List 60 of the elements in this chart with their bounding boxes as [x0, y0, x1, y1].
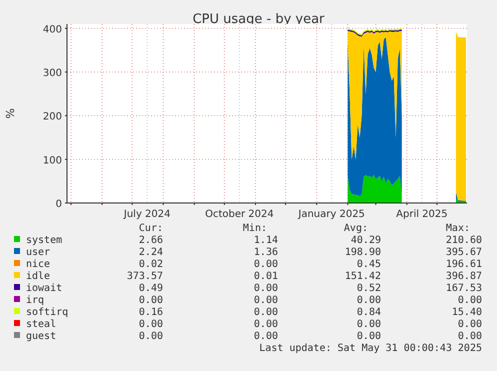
y-tick-label: 200	[42, 112, 62, 123]
text: Max:	[446, 223, 470, 234]
text: 0.52	[356, 283, 381, 294]
text: 0.00	[254, 319, 278, 330]
legend-label: steal	[26, 319, 56, 330]
text: 2.24	[138, 247, 163, 258]
x-tick-label: October 2024	[205, 209, 274, 220]
text: 0.00	[254, 259, 278, 270]
y-tick-label: 0	[56, 199, 62, 210]
text: 0.00	[458, 331, 482, 342]
legend-label: idle	[26, 271, 50, 282]
text: 0.02	[138, 259, 163, 270]
text: 0.49	[138, 283, 163, 294]
text: Avg:	[344, 223, 368, 234]
text: 0.00	[254, 283, 278, 294]
text: 198.90	[344, 247, 381, 258]
text: 0.00	[138, 331, 163, 342]
x-tick-label: April 2025	[396, 209, 448, 220]
legend-label: guest	[26, 331, 56, 342]
text: 395.67	[446, 247, 482, 258]
text: 0.16	[138, 307, 163, 318]
text: 0.00	[254, 307, 278, 318]
legend-label: user	[26, 247, 50, 258]
text: 210.60	[446, 235, 482, 246]
text: 151.42	[344, 271, 381, 282]
text: 0.00	[138, 319, 163, 330]
text: 0.00	[254, 331, 278, 342]
legend-label: nice	[26, 259, 50, 270]
text: 0.00	[458, 295, 482, 306]
text: 0.00	[458, 319, 482, 330]
text: 40.29	[350, 235, 381, 246]
legend-label: system	[26, 235, 62, 246]
text: 0.00	[356, 295, 381, 306]
text: 15.40	[452, 307, 482, 318]
text: 0.00	[138, 295, 163, 306]
x-tick-label: July 2024	[122, 209, 171, 220]
text: 396.87	[446, 271, 482, 282]
text: 1.14	[254, 235, 278, 246]
text: Cur:	[138, 223, 163, 234]
y-tick-label: 400	[42, 24, 62, 36]
text: 0.01	[254, 271, 278, 282]
text: 1.36	[254, 247, 278, 258]
text: 196.61	[446, 259, 482, 270]
text: 373.57	[126, 271, 163, 282]
text: 2.66	[138, 235, 163, 246]
text: 0.00	[356, 319, 381, 330]
text: 167.53	[446, 283, 482, 294]
y-tick-label: 100	[42, 155, 62, 166]
text: Min:	[242, 223, 267, 234]
text: Last update: Sat May 31 00:00:43 2025	[259, 343, 482, 354]
x-tick-label: January 2025	[297, 209, 365, 220]
text: 0.45	[356, 259, 381, 270]
text: 0.00	[356, 331, 381, 342]
legend-label: iowait	[26, 283, 62, 294]
legend-label: softirq	[26, 307, 68, 318]
text: 0.00	[254, 295, 278, 306]
legend-label: irq	[26, 295, 44, 306]
text: 0.84	[356, 307, 381, 318]
y-tick-label: 300	[42, 68, 62, 80]
y-axis-title: %	[4, 108, 17, 119]
